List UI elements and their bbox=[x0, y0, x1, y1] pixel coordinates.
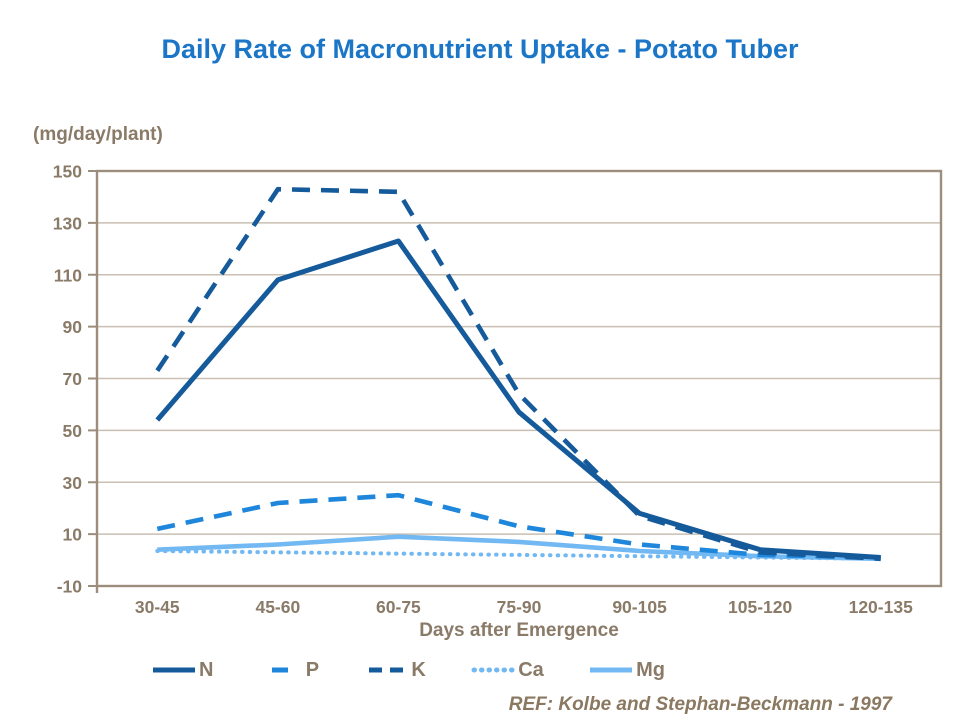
reference-citation: REF: Kolbe and Stephan-Beckmann - 1997 bbox=[508, 694, 892, 715]
y-tick-label: -10 bbox=[57, 577, 83, 597]
x-tick-label: 120-135 bbox=[849, 597, 913, 617]
legend-item-K: K bbox=[362, 658, 426, 682]
chart-title: Daily Rate of Macronutrient Uptake - Pot… bbox=[161, 34, 799, 64]
y-tick-label: 90 bbox=[63, 317, 83, 337]
legend-label: K bbox=[411, 658, 426, 681]
y-tick-label: 70 bbox=[63, 369, 83, 389]
legend-item-N: N bbox=[150, 659, 213, 682]
y-tick-label: 130 bbox=[53, 213, 82, 233]
y-tick-label: 10 bbox=[63, 525, 83, 545]
y-tick-label: 110 bbox=[54, 265, 82, 285]
x-tick-label: 30-45 bbox=[135, 597, 180, 617]
legend-label: Ca bbox=[518, 658, 544, 681]
legend-sample-P bbox=[271, 667, 288, 673]
legend-sample-Ca bbox=[471, 667, 515, 673]
legend-item-P: P bbox=[257, 659, 319, 682]
legend-label: Mg bbox=[636, 658, 665, 681]
x-tick-label: 90-105 bbox=[612, 597, 667, 617]
series-line-N bbox=[155, 238, 881, 560]
y-tick-label: 50 bbox=[63, 421, 83, 441]
legend-item-Ca: Ca bbox=[469, 659, 544, 682]
legend-sample-N bbox=[153, 667, 195, 673]
series-line-K bbox=[155, 186, 881, 562]
legend-item-Mg: Mg bbox=[587, 659, 665, 682]
x-tick-label: 45-60 bbox=[255, 597, 300, 617]
chart-legend: N P K Ca Mg bbox=[150, 656, 665, 684]
x-tick-label: 75-90 bbox=[497, 597, 542, 617]
legend-sample-K bbox=[369, 667, 404, 673]
legend-label: N bbox=[199, 658, 214, 681]
legend-sample-Mg bbox=[590, 667, 633, 673]
x-axis-title: Days after Emergence bbox=[419, 620, 619, 641]
legend-label: P bbox=[305, 658, 320, 681]
series-line-P bbox=[156, 492, 881, 560]
series-line-Ca bbox=[155, 549, 883, 561]
x-tick-label: 105-120 bbox=[728, 597, 792, 617]
y-tick-label: 150 bbox=[53, 162, 82, 182]
y-axis-unit-label: (mg/day/plant) bbox=[33, 124, 163, 145]
x-tick-label: 60-75 bbox=[376, 597, 421, 617]
y-tick-label: 30 bbox=[63, 473, 83, 493]
